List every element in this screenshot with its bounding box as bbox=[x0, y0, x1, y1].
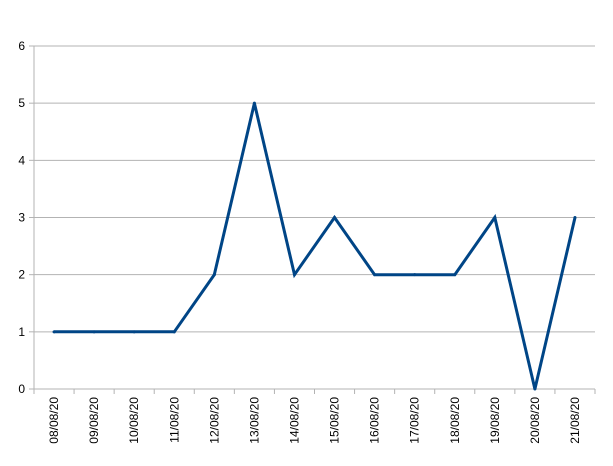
x-tick-label: 14/08/20 bbox=[287, 397, 301, 444]
x-tick-label: 13/08/20 bbox=[247, 397, 261, 444]
data-point bbox=[573, 216, 577, 219]
x-tick-label: 10/08/20 bbox=[127, 397, 141, 444]
axes bbox=[29, 45, 596, 394]
data-point bbox=[453, 273, 457, 277]
series-line-0 bbox=[54, 102, 577, 390]
y-tick-label: 2 bbox=[18, 268, 25, 282]
data-point bbox=[292, 273, 296, 277]
data-point bbox=[212, 273, 216, 277]
data-point bbox=[413, 273, 417, 277]
series-layer bbox=[52, 101, 577, 391]
gridlines bbox=[34, 45, 595, 333]
y-axis-tick-labels: 0 1 2 3 4 5 6 bbox=[18, 39, 25, 396]
data-point bbox=[333, 216, 337, 219]
x-axis-tick-labels: 08/08/20 09/08/20 10/08/20 11/08/20 12/08/20… bbox=[47, 397, 582, 444]
data-point bbox=[493, 216, 497, 219]
x-tick-label: 21/08/20 bbox=[568, 397, 582, 444]
data-point bbox=[373, 273, 377, 277]
data-point bbox=[132, 330, 136, 334]
data-point bbox=[52, 330, 56, 334]
data-point bbox=[172, 330, 176, 334]
x-tick-label: 17/08/20 bbox=[408, 397, 422, 444]
x-tick-label: 15/08/20 bbox=[328, 397, 342, 444]
data-point bbox=[252, 101, 256, 105]
x-tick-label: 19/08/20 bbox=[488, 397, 502, 444]
x-tick-label: 20/08/20 bbox=[528, 397, 542, 444]
y-tick-label: 6 bbox=[18, 39, 25, 53]
x-tick-label: 12/08/20 bbox=[207, 397, 221, 444]
y-tick-label: 4 bbox=[18, 153, 25, 167]
x-tick-label: 11/08/20 bbox=[167, 397, 181, 443]
x-tick-label: 08/08/20 bbox=[47, 397, 61, 444]
data-point bbox=[533, 387, 537, 391]
x-tick-label: 16/08/20 bbox=[368, 397, 382, 444]
x-tick-label: 09/08/20 bbox=[87, 397, 101, 444]
y-tick-label: 5 bbox=[18, 96, 25, 110]
x-tick-label: 18/08/20 bbox=[448, 397, 462, 444]
y-tick-label: 0 bbox=[18, 382, 25, 396]
y-tick-label: 3 bbox=[18, 211, 25, 225]
data-point bbox=[92, 330, 96, 334]
y-tick-label: 1 bbox=[18, 325, 25, 339]
